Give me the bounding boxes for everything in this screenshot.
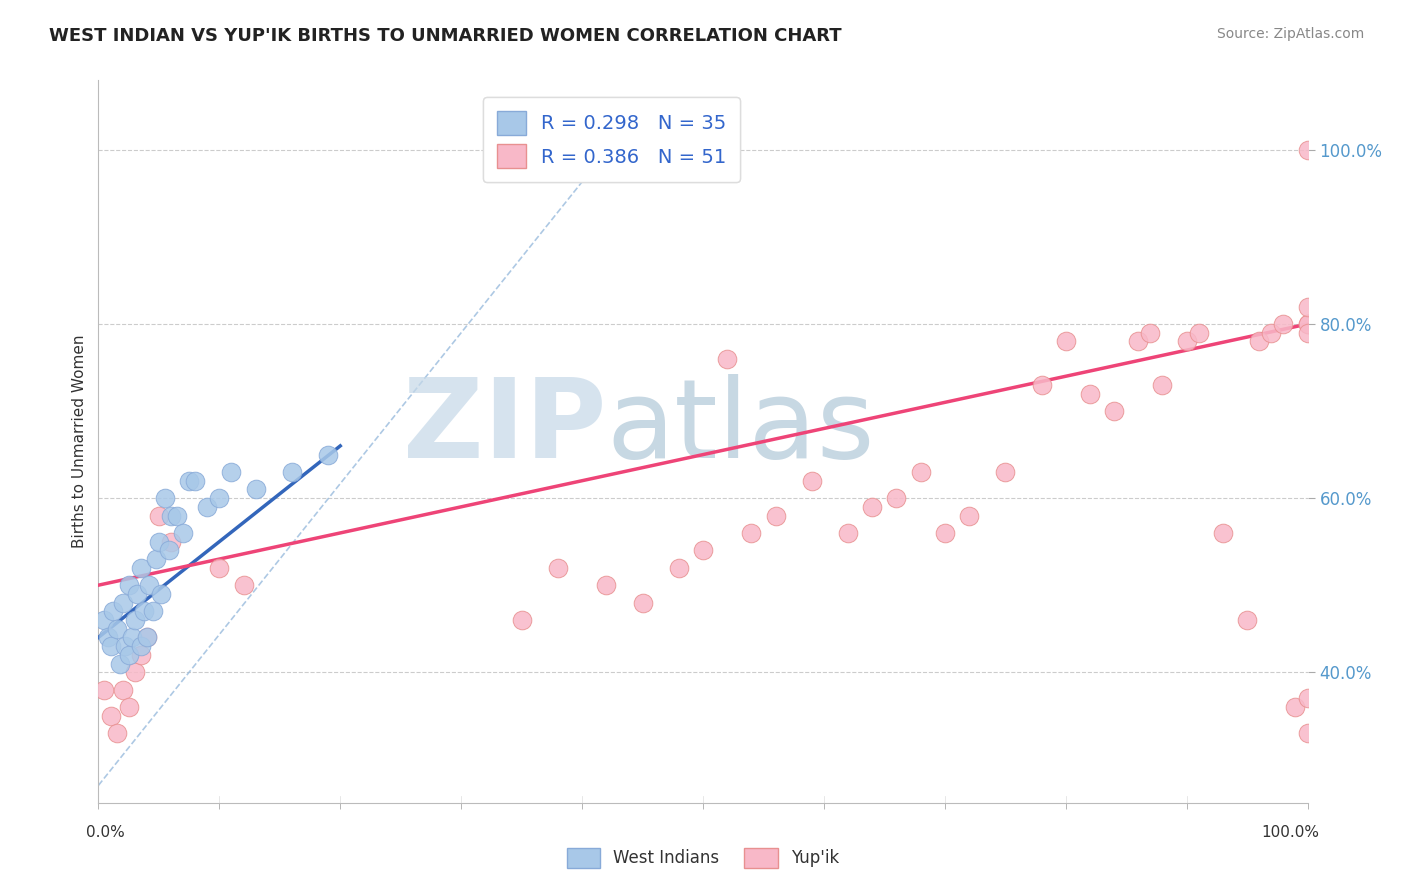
- Point: [860, 500, 883, 514]
- Point: [172, 525, 194, 540]
- Y-axis label: Births to Unmarried Women: Births to Unmarried Women: [72, 334, 87, 549]
- Point: [166, 508, 188, 523]
- Point: [157, 543, 180, 558]
- Point: [1296, 317, 1319, 331]
- Point: [108, 657, 131, 671]
- Point: [692, 543, 714, 558]
- Point: [1296, 143, 1319, 157]
- Point: [114, 639, 136, 653]
- Point: [121, 631, 143, 645]
- Point: [135, 631, 157, 645]
- Point: [129, 639, 152, 653]
- Point: [179, 474, 201, 488]
- Point: [208, 491, 231, 505]
- Point: [547, 561, 569, 575]
- Point: [195, 500, 218, 514]
- Point: [1284, 700, 1306, 714]
- Point: [124, 665, 146, 680]
- Point: [124, 613, 146, 627]
- Point: [910, 465, 932, 479]
- Point: [153, 491, 176, 505]
- Point: [93, 682, 115, 697]
- Point: [631, 596, 654, 610]
- Text: 0.0%: 0.0%: [86, 824, 125, 839]
- Point: [135, 631, 157, 645]
- Legend: R = 0.298   N = 35, R = 0.386   N = 51: R = 0.298 N = 35, R = 0.386 N = 51: [484, 97, 740, 182]
- Point: [668, 561, 690, 575]
- Point: [105, 622, 128, 636]
- Point: [1139, 326, 1161, 340]
- Point: [1260, 326, 1282, 340]
- Point: [1296, 300, 1319, 314]
- Point: [118, 700, 141, 714]
- Point: [127, 587, 149, 601]
- Point: [1296, 691, 1319, 706]
- Point: [160, 534, 183, 549]
- Point: [1152, 378, 1174, 392]
- Point: [245, 483, 267, 497]
- Point: [1175, 334, 1198, 349]
- Point: [886, 491, 908, 505]
- Point: [208, 561, 231, 575]
- Point: [150, 587, 173, 601]
- Point: [1128, 334, 1150, 349]
- Point: [105, 726, 128, 740]
- Point: [160, 508, 183, 523]
- Text: 100.0%: 100.0%: [1261, 824, 1320, 839]
- Point: [100, 639, 122, 653]
- Point: [97, 631, 120, 645]
- Point: [934, 525, 956, 540]
- Point: [221, 465, 243, 479]
- Point: [1212, 525, 1234, 540]
- Point: [101, 604, 124, 618]
- Point: [129, 561, 152, 575]
- Point: [957, 508, 980, 523]
- Point: [716, 351, 738, 366]
- Point: [994, 465, 1017, 479]
- Point: [281, 465, 304, 479]
- Point: [118, 578, 141, 592]
- Point: [148, 534, 170, 549]
- Point: [740, 525, 762, 540]
- Point: [145, 552, 167, 566]
- Point: [595, 578, 617, 592]
- Point: [1296, 317, 1319, 331]
- Point: [134, 604, 156, 618]
- Point: [138, 578, 160, 592]
- Point: [1078, 386, 1101, 401]
- Legend: West Indians, Yup'ik: West Indians, Yup'ik: [560, 841, 846, 875]
- Point: [1188, 326, 1211, 340]
- Point: [129, 648, 152, 662]
- Point: [1296, 326, 1319, 340]
- Point: [510, 613, 533, 627]
- Point: [765, 508, 787, 523]
- Point: [1054, 334, 1077, 349]
- Point: [118, 648, 141, 662]
- Point: [232, 578, 254, 592]
- Point: [1296, 726, 1319, 740]
- Point: [837, 525, 859, 540]
- Point: [111, 682, 134, 697]
- Point: [1031, 378, 1053, 392]
- Text: atlas: atlas: [606, 374, 875, 481]
- Point: [1236, 613, 1258, 627]
- Point: [184, 474, 207, 488]
- Point: [148, 508, 170, 523]
- Point: [1102, 404, 1125, 418]
- Point: [93, 613, 115, 627]
- Point: [1249, 334, 1271, 349]
- Point: [1272, 317, 1295, 331]
- Text: WEST INDIAN VS YUP'IK BIRTHS TO UNMARRIED WOMEN CORRELATION CHART: WEST INDIAN VS YUP'IK BIRTHS TO UNMARRIE…: [49, 27, 842, 45]
- Text: ZIP: ZIP: [404, 374, 606, 481]
- Point: [142, 604, 165, 618]
- Point: [111, 596, 134, 610]
- Point: [316, 448, 339, 462]
- Point: [800, 474, 823, 488]
- Point: [100, 708, 122, 723]
- Text: Source: ZipAtlas.com: Source: ZipAtlas.com: [1216, 27, 1364, 41]
